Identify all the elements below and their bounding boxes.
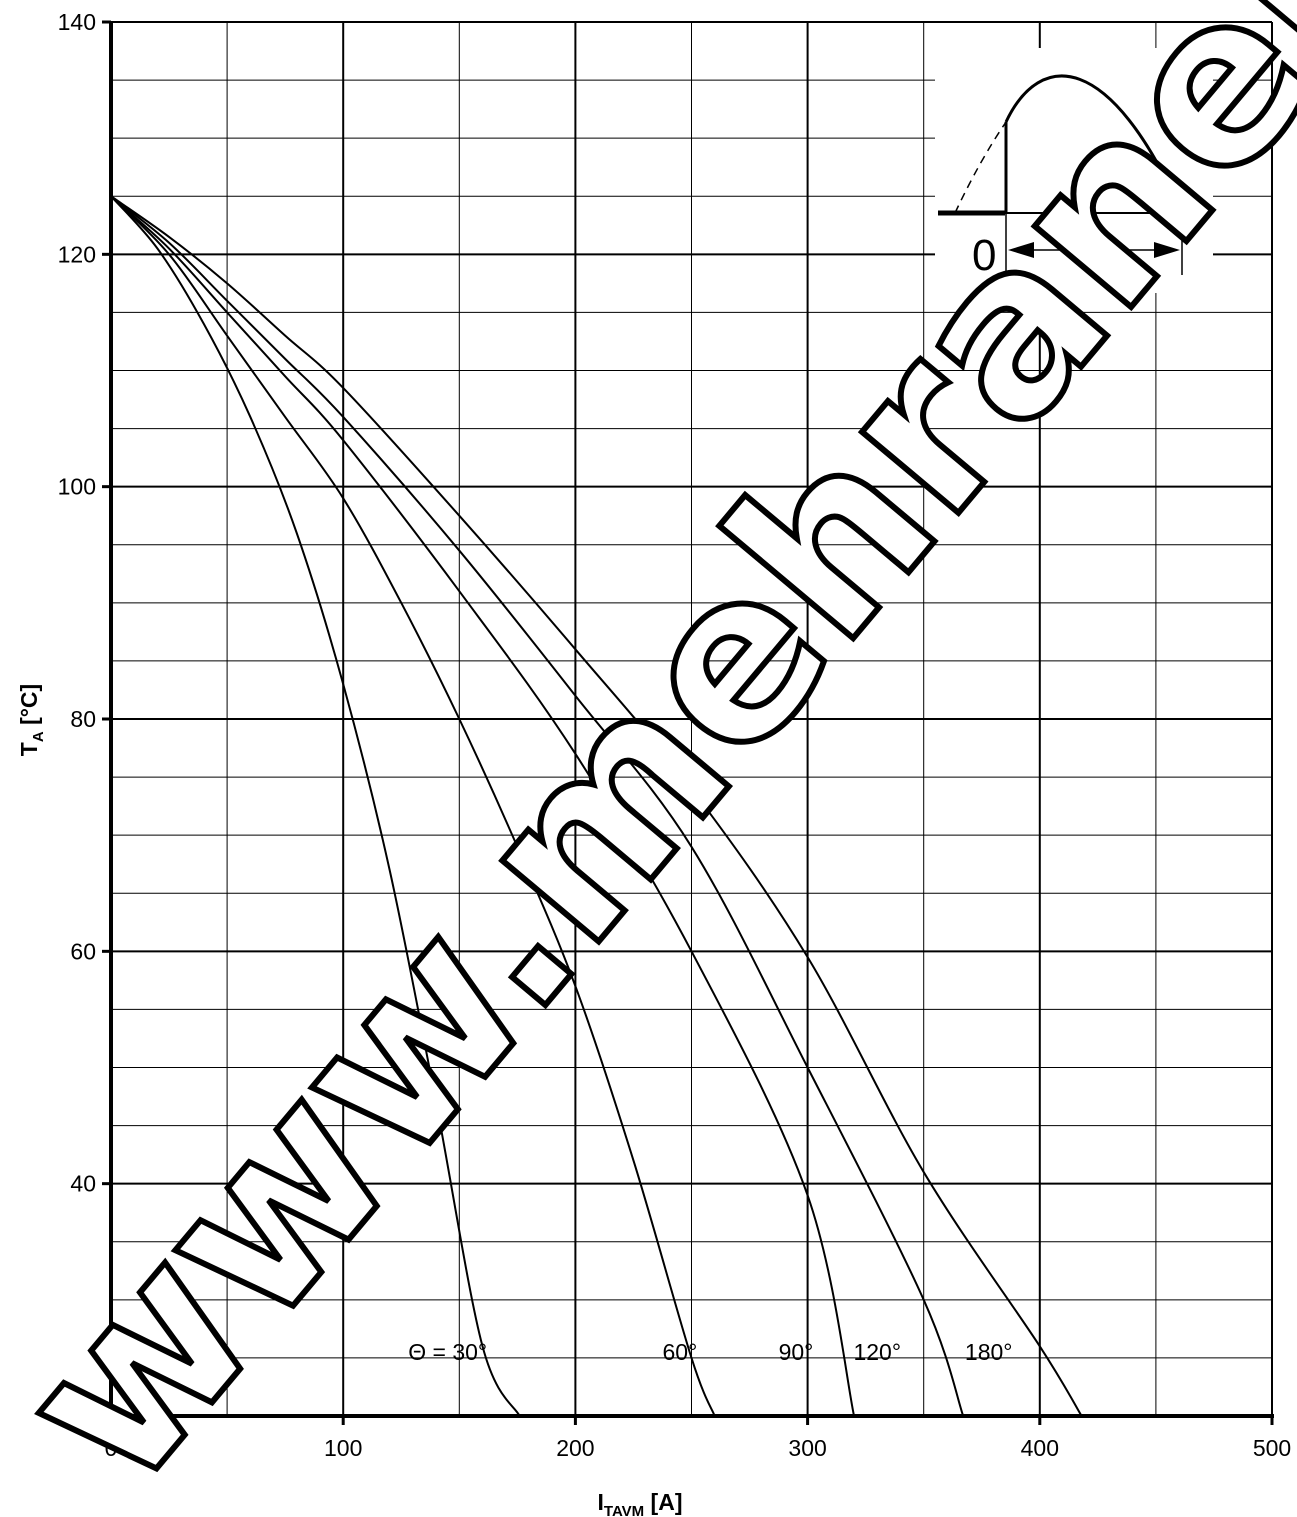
x-tick-label: 400 xyxy=(1021,1435,1059,1461)
series-label-4: 120° xyxy=(853,1339,901,1365)
series-line-5 xyxy=(110,195,1083,1417)
inset-theta-label: Θ xyxy=(1078,231,1112,280)
y-axis-title-main: T xyxy=(16,742,42,756)
waveform-inset: 0 Θ xyxy=(935,48,1213,293)
inset-zero-label: 0 xyxy=(972,231,996,280)
inset-sine-arc xyxy=(1004,74,1184,214)
y-axis-title-unit: [°C] xyxy=(16,684,42,732)
x-tick-label: 300 xyxy=(788,1435,826,1461)
series-label-3: 90° xyxy=(779,1339,814,1365)
series-line-4 xyxy=(110,195,965,1417)
x-tick-label: 100 xyxy=(324,1435,362,1461)
series-line-3 xyxy=(110,195,856,1417)
y-tick-label: 100 xyxy=(58,474,96,500)
axes xyxy=(102,20,1274,1425)
series-labels: Θ = 30° 60° 90° 120° 180° xyxy=(408,1339,1012,1365)
series-label-5: 180° xyxy=(965,1339,1013,1365)
data-series xyxy=(110,195,1083,1417)
x-axis-title-sub: TAVM xyxy=(604,1503,644,1517)
series-label-2: 60° xyxy=(662,1339,697,1365)
y-tick-label: 80 xyxy=(70,706,96,732)
x-tick-label: 0 xyxy=(105,1435,118,1461)
y-tick-labels: 20 40 60 80 100 120 140 xyxy=(58,9,96,1429)
inset-arrowhead-right xyxy=(1154,242,1180,258)
x-axis-title: ITAVM [A] xyxy=(598,1489,683,1517)
x-tick-label: 500 xyxy=(1253,1435,1291,1461)
y-tick-label: 20 xyxy=(70,1403,96,1429)
series-line-1 xyxy=(110,195,521,1417)
y-tick-label: 40 xyxy=(70,1171,96,1197)
x-tick-label: 200 xyxy=(556,1435,594,1461)
y-tick-label: 60 xyxy=(70,938,96,964)
x-axis-title-unit: [A] xyxy=(644,1489,682,1515)
inset-theta-bg xyxy=(1076,230,1118,270)
x-axis-title-main: I xyxy=(598,1489,604,1515)
y-tick-label: 140 xyxy=(58,9,96,35)
y-axis-title: TA [°C] xyxy=(16,684,47,756)
y-tick-label: 120 xyxy=(58,241,96,267)
y-axis-title-sub: A xyxy=(30,731,47,742)
x-tick-labels: 0 100 200 300 400 500 xyxy=(105,1435,1292,1461)
series-line-2 xyxy=(110,195,716,1417)
inset-arrowhead-left xyxy=(1008,242,1034,258)
series-label-1: Θ = 30° xyxy=(408,1339,487,1365)
